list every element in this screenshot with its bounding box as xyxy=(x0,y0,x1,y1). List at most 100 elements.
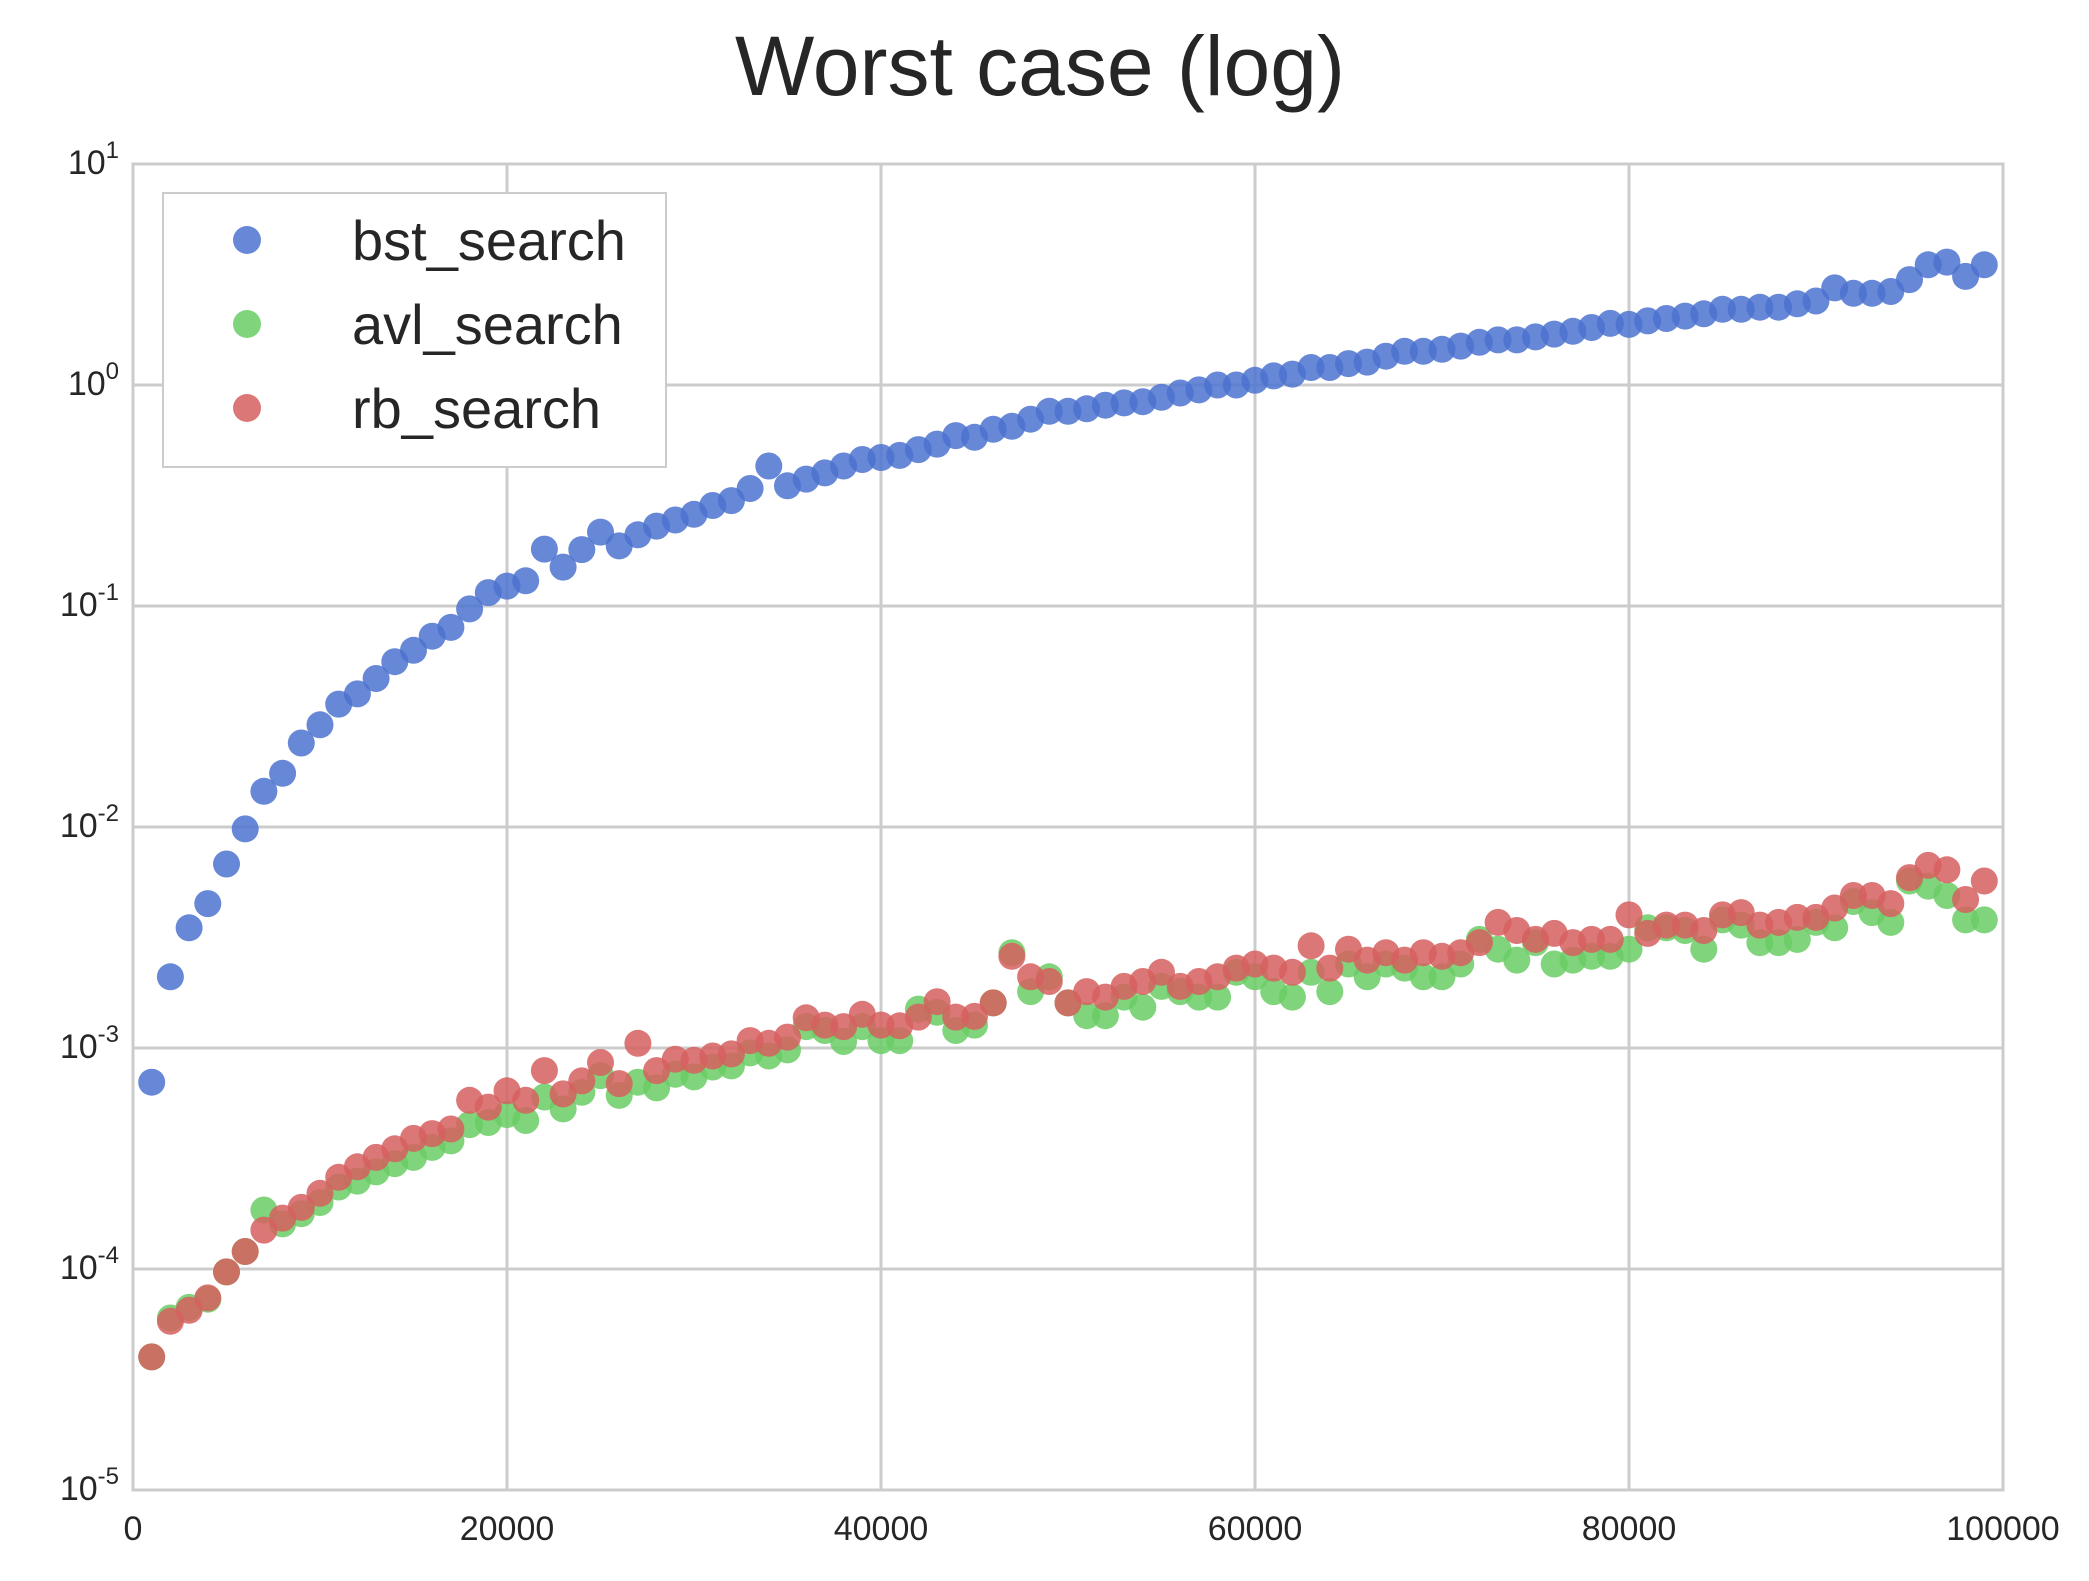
rb_search-point xyxy=(624,1029,652,1057)
y-tick-label: 100 xyxy=(68,358,119,403)
bst_search-point xyxy=(343,680,371,708)
rb_search-point xyxy=(437,1115,465,1143)
x-tick-label: 60000 xyxy=(1208,1510,1303,1548)
bst_search-point xyxy=(400,636,427,664)
bst_search-point xyxy=(1746,293,1774,321)
bst_search-point xyxy=(138,1068,166,1096)
bst_search-point xyxy=(549,553,577,581)
rb_search-point xyxy=(306,1179,334,1207)
bst_search-point xyxy=(269,759,297,787)
bst_search-point xyxy=(1035,397,1063,425)
rb_search-point xyxy=(1316,954,1344,982)
avl_search-point xyxy=(1129,993,1157,1021)
y-tick-label: 10-5 xyxy=(60,1463,119,1508)
bst_search-point xyxy=(1802,287,1830,315)
bst_search-point xyxy=(1933,248,1961,276)
rb_search-point xyxy=(1933,856,1961,884)
rb_search-point xyxy=(1783,903,1811,931)
rb_search-point xyxy=(774,1023,801,1051)
bst_search-point xyxy=(456,595,484,623)
x-tick-label: 0 xyxy=(124,1510,143,1548)
y-tick-label: 10-3 xyxy=(60,1021,119,1066)
rb_search-point xyxy=(998,942,1026,970)
y-tick-label: 101 xyxy=(68,137,119,182)
legend-marker-avl_search xyxy=(233,310,261,338)
bst_search-point xyxy=(437,613,465,641)
series-avl_search xyxy=(138,867,1998,1371)
rb_search-point xyxy=(1297,932,1325,960)
rb_search-point xyxy=(287,1193,315,1221)
y-tick-label: 10-1 xyxy=(60,579,119,624)
rb_search-point xyxy=(530,1057,558,1085)
legend: bst_search avl_search rb_search xyxy=(162,192,667,468)
rb_search-point xyxy=(1652,911,1680,939)
rb_search-point xyxy=(1970,867,1998,895)
avl_search-point xyxy=(1783,925,1811,953)
rb_search-point xyxy=(923,988,951,1016)
avl_search-point xyxy=(1952,906,1980,934)
bst_search-point xyxy=(1484,326,1512,354)
rb_search-point xyxy=(1877,890,1905,918)
series-bst_search xyxy=(138,248,1998,1096)
bst_search-point xyxy=(1839,279,1867,307)
y-tick-label: 10-2 xyxy=(60,800,119,845)
legend-label-bst_search: bst_search xyxy=(352,209,626,272)
rb_search-point xyxy=(605,1070,633,1098)
x-tick-label: 100000 xyxy=(1946,1510,2059,1548)
avl_search-point xyxy=(512,1107,540,1134)
rb_search-point xyxy=(904,1003,932,1031)
x-axis: 0 20000 40000 60000 80000 100000 xyxy=(124,1510,2060,1548)
rb_search-point xyxy=(979,989,1007,1017)
rb_search-point xyxy=(568,1067,596,1095)
bst_search-point xyxy=(1896,266,1923,294)
legend-label-rb_search: rb_search xyxy=(352,377,601,440)
x-tick-label: 20000 xyxy=(460,1510,555,1548)
bst_search-point xyxy=(1709,295,1736,323)
rb_search-point xyxy=(512,1086,540,1114)
rb_search-point xyxy=(961,1002,988,1030)
avl_search-point xyxy=(1970,906,1998,934)
bst_search-point xyxy=(231,815,259,843)
bst_search-point xyxy=(530,535,558,563)
y-tick-label: 10-4 xyxy=(60,1242,119,1287)
series-rb_search xyxy=(138,851,1998,1371)
bst_search-point xyxy=(736,475,764,502)
y-axis: 101 100 10-1 10-2 10-3 10-4 10-5 xyxy=(60,137,119,1508)
bst_search-point xyxy=(213,850,240,878)
bst_search-point xyxy=(194,890,222,918)
rb_search-point xyxy=(1839,882,1867,909)
bst_search-point xyxy=(512,567,540,595)
rb_search-point xyxy=(1278,958,1306,986)
rb_search-point xyxy=(1578,925,1606,953)
bst_search-point xyxy=(1970,251,1998,279)
bst_search-point xyxy=(1204,371,1232,399)
rb_search-point xyxy=(1148,958,1175,986)
x-tick-label: 40000 xyxy=(834,1510,929,1548)
plot-frame xyxy=(131,162,2005,1492)
bst_search-point xyxy=(1391,337,1419,365)
bst_search-point xyxy=(755,452,783,480)
chart-title: Worst case (log) xyxy=(735,19,1345,113)
bst_search-point xyxy=(287,729,315,757)
bst_search-point xyxy=(587,518,614,546)
rb_search-point xyxy=(1952,886,1980,913)
avl_search-point xyxy=(1503,946,1531,974)
bst_search-point xyxy=(1297,354,1325,381)
rb_search-point xyxy=(213,1258,240,1286)
rb_search-point xyxy=(587,1049,614,1076)
bst_search-point xyxy=(156,963,184,991)
rb_search-point xyxy=(138,1343,166,1371)
avl_search-point xyxy=(1690,935,1718,963)
avl_search-point xyxy=(1409,963,1437,991)
avl_search-point xyxy=(1877,908,1905,936)
bst_search-point xyxy=(362,665,390,692)
legend-marker-rb_search xyxy=(233,394,261,422)
data-points xyxy=(138,248,1998,1371)
avl_search-point xyxy=(1204,983,1232,1011)
bst_search-point xyxy=(250,777,278,805)
bst_search-point xyxy=(568,536,596,564)
rb_search-point xyxy=(231,1238,259,1265)
rb_search-point xyxy=(1615,901,1643,929)
avl_search-point xyxy=(1278,983,1306,1011)
